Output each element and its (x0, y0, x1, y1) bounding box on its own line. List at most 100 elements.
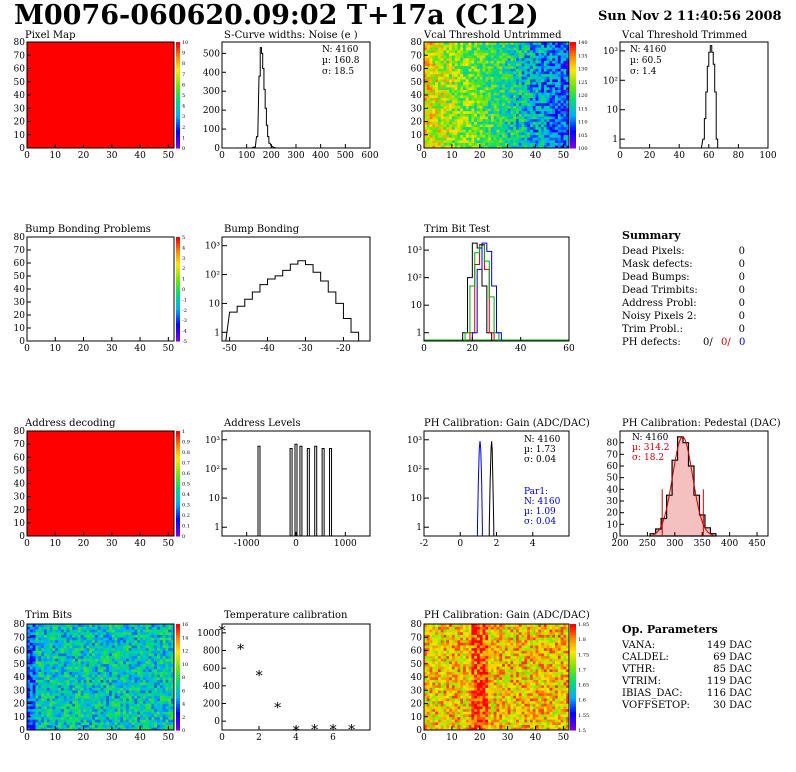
heatmap-cell (471, 68, 475, 72)
x-tick-label: 2 (494, 539, 500, 549)
palette-cell (176, 703, 180, 707)
heatmap-cell (490, 47, 495, 51)
heatmap-cell (43, 671, 48, 675)
heatmap-cell (142, 716, 147, 720)
heatmap-cell (443, 724, 447, 728)
y-tick-label: 40 (607, 485, 619, 495)
heatmap-cell (535, 55, 539, 59)
heatmap-cell (524, 49, 528, 53)
heatmap-cell (46, 666, 50, 670)
heatmap-cell (137, 690, 141, 694)
heatmap-cell (123, 708, 127, 712)
heatmap-cell (72, 719, 76, 723)
heatmap-cell (69, 722, 73, 725)
heatmap-cell (493, 79, 497, 83)
heatmap-cell (485, 121, 489, 125)
heatmap-cell (454, 81, 458, 85)
y-tick-label: 0 (19, 726, 25, 736)
heatmap-cell (27, 658, 31, 662)
heatmap-cell (437, 42, 442, 45)
heatmap-cell (543, 105, 547, 109)
heatmap-cell (449, 719, 453, 723)
heatmap-cell (474, 140, 478, 143)
palette-cell (570, 102, 576, 107)
heatmap-cell (134, 631, 138, 635)
y-tick-label: 1 (416, 329, 422, 339)
heatmap-cell (125, 698, 130, 702)
heatmap-cell (29, 634, 33, 638)
heatmap-cell (474, 73, 478, 77)
heatmap-cell (145, 727, 149, 731)
heatmap-cell (510, 84, 514, 88)
heatmap-cell (440, 722, 444, 725)
heatmap-cell (529, 95, 534, 98)
heatmap-cell (468, 47, 472, 51)
y-tick-label: 100 (203, 125, 220, 135)
heatmap-cell (134, 682, 138, 686)
heatmap-cell (521, 87, 525, 90)
heatmap-cell (502, 100, 506, 104)
heatmap-cell (490, 65, 495, 69)
x-tick-label: 10 (50, 344, 62, 354)
heatmap-cell (474, 57, 478, 61)
heatmap-cell (66, 669, 70, 672)
heatmap-cell (516, 55, 520, 59)
heatmap-cell (499, 105, 503, 109)
heatmap-cell (471, 84, 475, 88)
palette-cell (570, 134, 576, 138)
heatmap-cell (543, 47, 547, 51)
heatmap-cell (52, 677, 56, 680)
heatmap-cell (532, 68, 536, 72)
palette-label: 110 (578, 120, 588, 126)
heatmap-cell (165, 671, 169, 675)
heatmap-cell (555, 134, 559, 138)
palette-cell (176, 679, 180, 683)
heatmap-cell (552, 42, 556, 45)
heatmap-cell (43, 658, 48, 662)
heatmap-cell (92, 711, 96, 715)
heatmap-cell (131, 716, 135, 720)
heatmap-cell (543, 126, 547, 130)
heatmap-cell (159, 631, 163, 635)
palette-cell (176, 95, 180, 99)
heatmap-cell (502, 76, 506, 80)
y-tick-label: 70 (607, 450, 619, 460)
heatmap-cell (566, 79, 570, 83)
heatmap-cell (541, 87, 545, 90)
heatmap-cell (524, 126, 528, 130)
heatmap-cell (552, 145, 556, 149)
heatmap-cell (46, 637, 50, 641)
heatmap-cell (108, 658, 113, 662)
heatmap-cell (457, 100, 461, 104)
x-tick-label: 40 (134, 344, 146, 354)
heatmap-cell (111, 655, 115, 659)
heatmap-cell (499, 79, 503, 83)
heatmap-cell (493, 49, 497, 53)
palette-label: 0 (182, 146, 185, 152)
heatmap-cell (555, 121, 559, 125)
heatmap-cell (560, 57, 564, 61)
heatmap-cell (145, 679, 149, 683)
heatmap-cell (83, 653, 87, 657)
heatmap-cell (524, 76, 528, 80)
heatmap-cell (440, 719, 444, 723)
heatmap-cell (117, 695, 121, 699)
heatmap-cell (502, 134, 506, 138)
heatmap-cell (171, 706, 175, 710)
heatmap-cell (142, 719, 147, 723)
heatmap-cell (114, 669, 118, 672)
palette-cell (176, 631, 180, 636)
heatmap-cell (111, 642, 115, 646)
heatmap-cell (541, 140, 545, 143)
heatmap-cell (543, 55, 547, 59)
heatmap-cell (541, 44, 545, 48)
heatmap-cell (432, 92, 436, 96)
heatmap-cell (555, 44, 559, 48)
heatmap-cell (49, 727, 53, 731)
heatmap-cell (41, 690, 45, 694)
heatmap-cell (86, 634, 90, 638)
heatmap-cell (52, 716, 56, 720)
heatmap-cell (89, 706, 93, 710)
palette-cell (570, 49, 576, 54)
heatmap-cell (429, 134, 433, 138)
